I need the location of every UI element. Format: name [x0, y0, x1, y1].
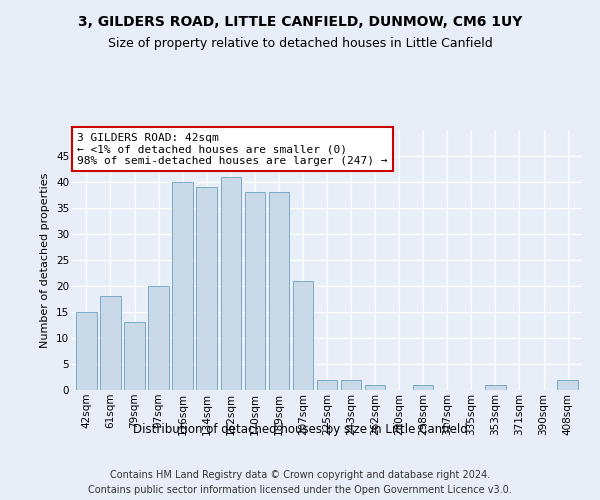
Bar — [172, 182, 193, 390]
Text: Distribution of detached houses by size in Little Canfield: Distribution of detached houses by size … — [133, 422, 467, 436]
Bar — [341, 380, 361, 390]
Bar — [485, 385, 506, 390]
Bar — [293, 281, 313, 390]
Bar — [269, 192, 289, 390]
Text: Contains public sector information licensed under the Open Government Licence v3: Contains public sector information licen… — [88, 485, 512, 495]
Bar — [148, 286, 169, 390]
Bar — [100, 296, 121, 390]
Bar — [124, 322, 145, 390]
Bar — [413, 385, 433, 390]
Bar — [557, 380, 578, 390]
Text: 3, GILDERS ROAD, LITTLE CANFIELD, DUNMOW, CM6 1UY: 3, GILDERS ROAD, LITTLE CANFIELD, DUNMOW… — [78, 15, 522, 29]
Bar — [365, 385, 385, 390]
Bar — [196, 187, 217, 390]
Y-axis label: Number of detached properties: Number of detached properties — [40, 172, 50, 348]
Bar — [76, 312, 97, 390]
Text: 3 GILDERS ROAD: 42sqm
← <1% of detached houses are smaller (0)
98% of semi-detac: 3 GILDERS ROAD: 42sqm ← <1% of detached … — [77, 132, 388, 166]
Bar — [317, 380, 337, 390]
Text: Size of property relative to detached houses in Little Canfield: Size of property relative to detached ho… — [107, 38, 493, 51]
Bar — [221, 177, 241, 390]
Text: Contains HM Land Registry data © Crown copyright and database right 2024.: Contains HM Land Registry data © Crown c… — [110, 470, 490, 480]
Bar — [245, 192, 265, 390]
